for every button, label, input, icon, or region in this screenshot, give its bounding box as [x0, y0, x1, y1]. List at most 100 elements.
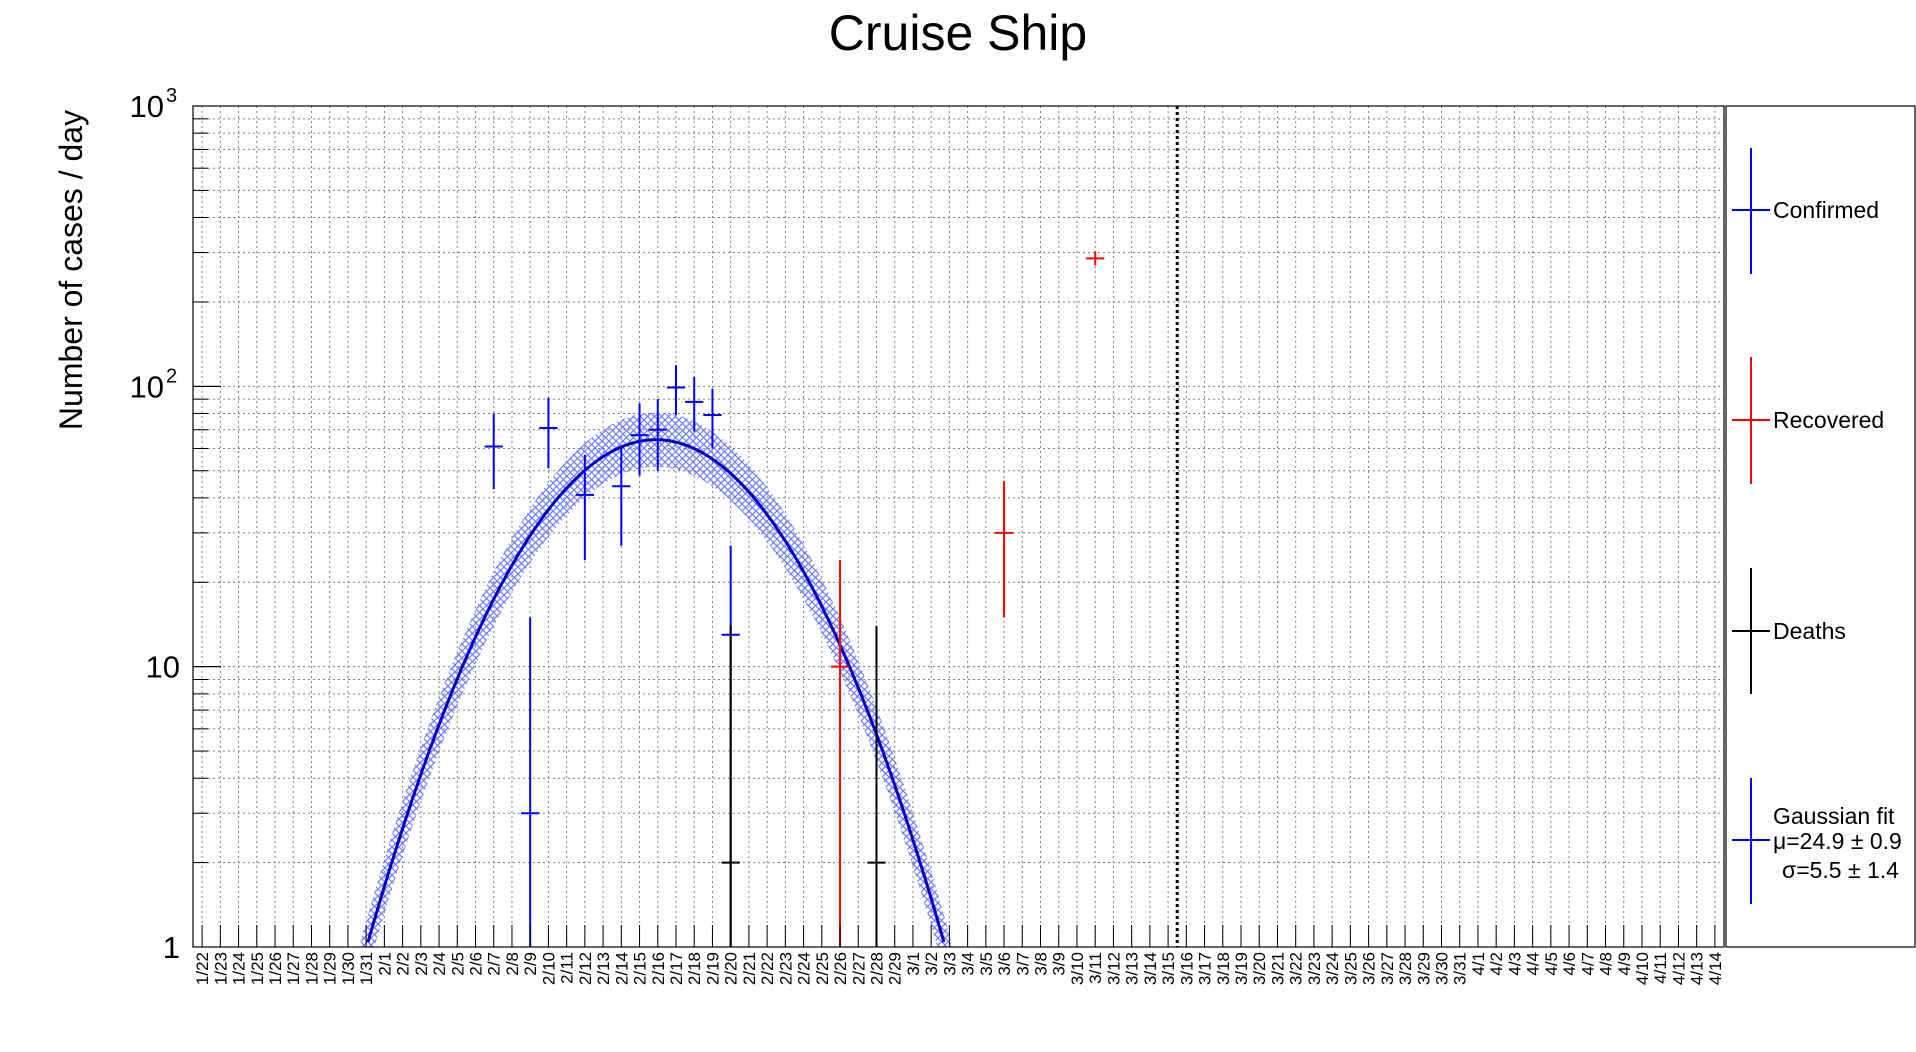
x-tick-label: 3/20	[1250, 952, 1269, 985]
confirmed-point	[648, 399, 667, 471]
x-tick-label: 1/24	[230, 952, 249, 985]
x-tick-label: 3/15	[1159, 952, 1178, 985]
x-tick-label: 2/24	[795, 952, 814, 985]
x-tick-label: 2/1	[375, 952, 394, 976]
x-tick-label: 3/18	[1214, 952, 1233, 985]
x-tick-label: 2/27	[849, 952, 868, 985]
confirmed-point	[484, 413, 503, 490]
x-tick-label: 2/6	[467, 952, 486, 976]
x-tick-label: 3/13	[1123, 952, 1142, 985]
plot-frame-rect	[192, 105, 1725, 948]
x-tick-label: 3/19	[1232, 952, 1251, 985]
legend-label: Confirmed	[1773, 197, 1879, 223]
x-tick-label: 3/26	[1360, 952, 1379, 985]
confirmed-point	[612, 448, 631, 546]
recovered-point	[1086, 251, 1105, 266]
x-tick-label: 2/15	[631, 952, 650, 985]
y-axis-label: Number of cases / day	[53, 110, 89, 430]
confirmed-point	[575, 454, 594, 561]
x-tick-label: 3/10	[1068, 952, 1087, 985]
x-tick-label: 3/9	[1050, 952, 1069, 976]
legend-box	[1725, 105, 1916, 948]
x-tick-label: 3/3	[940, 952, 959, 976]
x-tick-label: 4/3	[1505, 952, 1524, 976]
x-tick-label: 3/12	[1104, 952, 1123, 985]
y-tick-label: 1	[163, 930, 180, 965]
x-tick-label: 4/4	[1524, 952, 1543, 976]
x-tick-label: 4/8	[1597, 952, 1616, 976]
x-tick-label: 4/9	[1615, 952, 1634, 976]
x-tick-label: 2/14	[612, 952, 631, 985]
x-tick-label: 2/29	[886, 952, 905, 985]
legend: Confirmed Recovered Deaths Gaussian fitμ=24…	[1725, 105, 1916, 948]
x-tick-label: 2/2	[394, 952, 413, 976]
y-tick-label: 10	[130, 89, 164, 124]
x-tick-label: 2/4	[430, 952, 449, 976]
x-tick-label: 2/19	[703, 952, 722, 985]
fit-curve-group	[366, 438, 946, 943]
x-tick-label: 1/25	[248, 952, 267, 985]
data-points	[484, 251, 1105, 947]
confirmed-point	[630, 403, 649, 476]
x-tick-label: 1/28	[303, 952, 322, 985]
confirmed-point	[703, 388, 722, 449]
x-tick-label: 3/1	[904, 952, 923, 976]
x-tick-label: 3/7	[1013, 952, 1032, 976]
x-tick-label: 2/13	[594, 952, 613, 985]
fit-band-area	[360, 412, 952, 948]
x-tick-label: 2/5	[448, 952, 467, 976]
x-tick-label: 1/26	[266, 952, 285, 985]
x-tick-label: 2/9	[521, 952, 540, 976]
x-tick-label: 1/23	[211, 952, 230, 985]
x-tick-label: 2/10	[539, 952, 558, 985]
legend-item: Recovered	[1732, 357, 1884, 484]
x-tick-label: 2/16	[649, 952, 668, 985]
x-tick-label: 2/22	[758, 952, 777, 985]
x-tick-label: 4/13	[1688, 952, 1707, 985]
x-tick-label: 4/2	[1487, 952, 1506, 976]
grid	[193, 106, 1724, 947]
x-tick-label: 2/3	[412, 952, 431, 976]
confirmed-point	[666, 365, 686, 416]
legend-label: Recovered	[1773, 407, 1884, 433]
x-tick-label: 3/24	[1323, 952, 1342, 985]
x-tick-label: 1/29	[321, 952, 340, 985]
x-tick-label: 1/30	[339, 952, 358, 985]
x-tick-label: 3/11	[1086, 952, 1105, 984]
deaths-point	[867, 625, 886, 947]
y-tick-exponent: 2	[166, 365, 177, 387]
x-tick-label: 2/12	[576, 952, 595, 985]
x-tick-label: 3/23	[1305, 952, 1324, 985]
x-tick-label: 2/25	[813, 952, 832, 985]
x-tick-label: 4/5	[1542, 952, 1561, 976]
legend-label: Deaths	[1773, 618, 1846, 644]
x-tick-label: 4/1	[1469, 952, 1488, 976]
chart-title: Cruise Ship	[829, 5, 1087, 61]
x-tick-label: 3/16	[1177, 952, 1196, 985]
legend-fit-mean: μ=24.9 ± 0.9	[1773, 828, 1902, 854]
y-tick-label: 10	[146, 650, 180, 685]
x-tick-label: 2/28	[868, 952, 887, 985]
x-tick-label: 3/27	[1378, 952, 1397, 985]
x-tick-label: 4/6	[1560, 952, 1579, 976]
x-tick-label: 4/11	[1651, 952, 1670, 984]
x-tick-label: 3/4	[959, 952, 978, 976]
x-tick-label: 2/21	[740, 952, 759, 985]
recovered-point	[830, 560, 850, 947]
x-tick-label: 2/18	[685, 952, 704, 985]
x-tick-label: 4/7	[1578, 952, 1597, 976]
x-tick-label: 4/10	[1633, 952, 1652, 985]
x-tick-label: 2/26	[831, 952, 850, 985]
x-tick-label: 4/12	[1669, 952, 1688, 985]
x-tick-label: 2/17	[667, 952, 686, 985]
x-tick-label: 2/20	[722, 952, 741, 985]
x-tick-label: 4/14	[1706, 952, 1725, 985]
x-tick-label: 2/23	[776, 952, 795, 985]
x-tick-label: 1/27	[284, 952, 303, 985]
x-tick-label: 2/8	[503, 952, 522, 976]
x-tick-label: 3/30	[1433, 952, 1452, 985]
x-tick-label: 3/17	[1196, 952, 1215, 985]
